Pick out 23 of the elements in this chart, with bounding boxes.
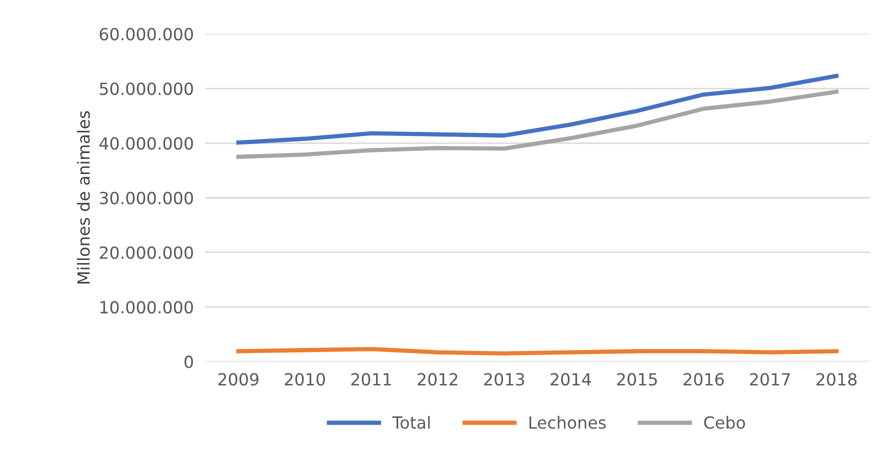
y-tick-label: 40.000.000 (99, 137, 193, 150)
line-series (236, 90, 839, 159)
y-tick-label: 60.000.000 (100, 28, 193, 40)
y-tick-label: 0 (184, 356, 193, 368)
x-tick-label: 2017 (750, 373, 790, 386)
x-tick-label: 2009 (218, 373, 258, 386)
y-tick-label: 50.000.000 (100, 82, 193, 96)
x-tick-label: 2012 (418, 373, 458, 386)
y-tick-label: 10.000.000 (100, 300, 193, 314)
x-tick-label: 2013 (484, 373, 524, 386)
y-tick-label: 30.000.000 (100, 192, 193, 204)
x-tick-label: 2010 (284, 373, 325, 386)
x-tick-label: 2018 (816, 373, 857, 386)
x-tick-label: 2011 (351, 373, 391, 386)
x-tick-label: 2016 (684, 373, 724, 386)
x-tick-label: 2014 (550, 373, 591, 386)
x-tick-label: 2015 (617, 373, 657, 386)
y-axis-title: Millones de animales (76, 111, 90, 284)
line-series (236, 74, 839, 145)
legend-label: Total (392, 416, 430, 429)
y-tick-label: 20.000.000 (100, 246, 193, 259)
legend-label: Cebo (704, 416, 745, 429)
legend-label: Lechones (530, 416, 606, 429)
